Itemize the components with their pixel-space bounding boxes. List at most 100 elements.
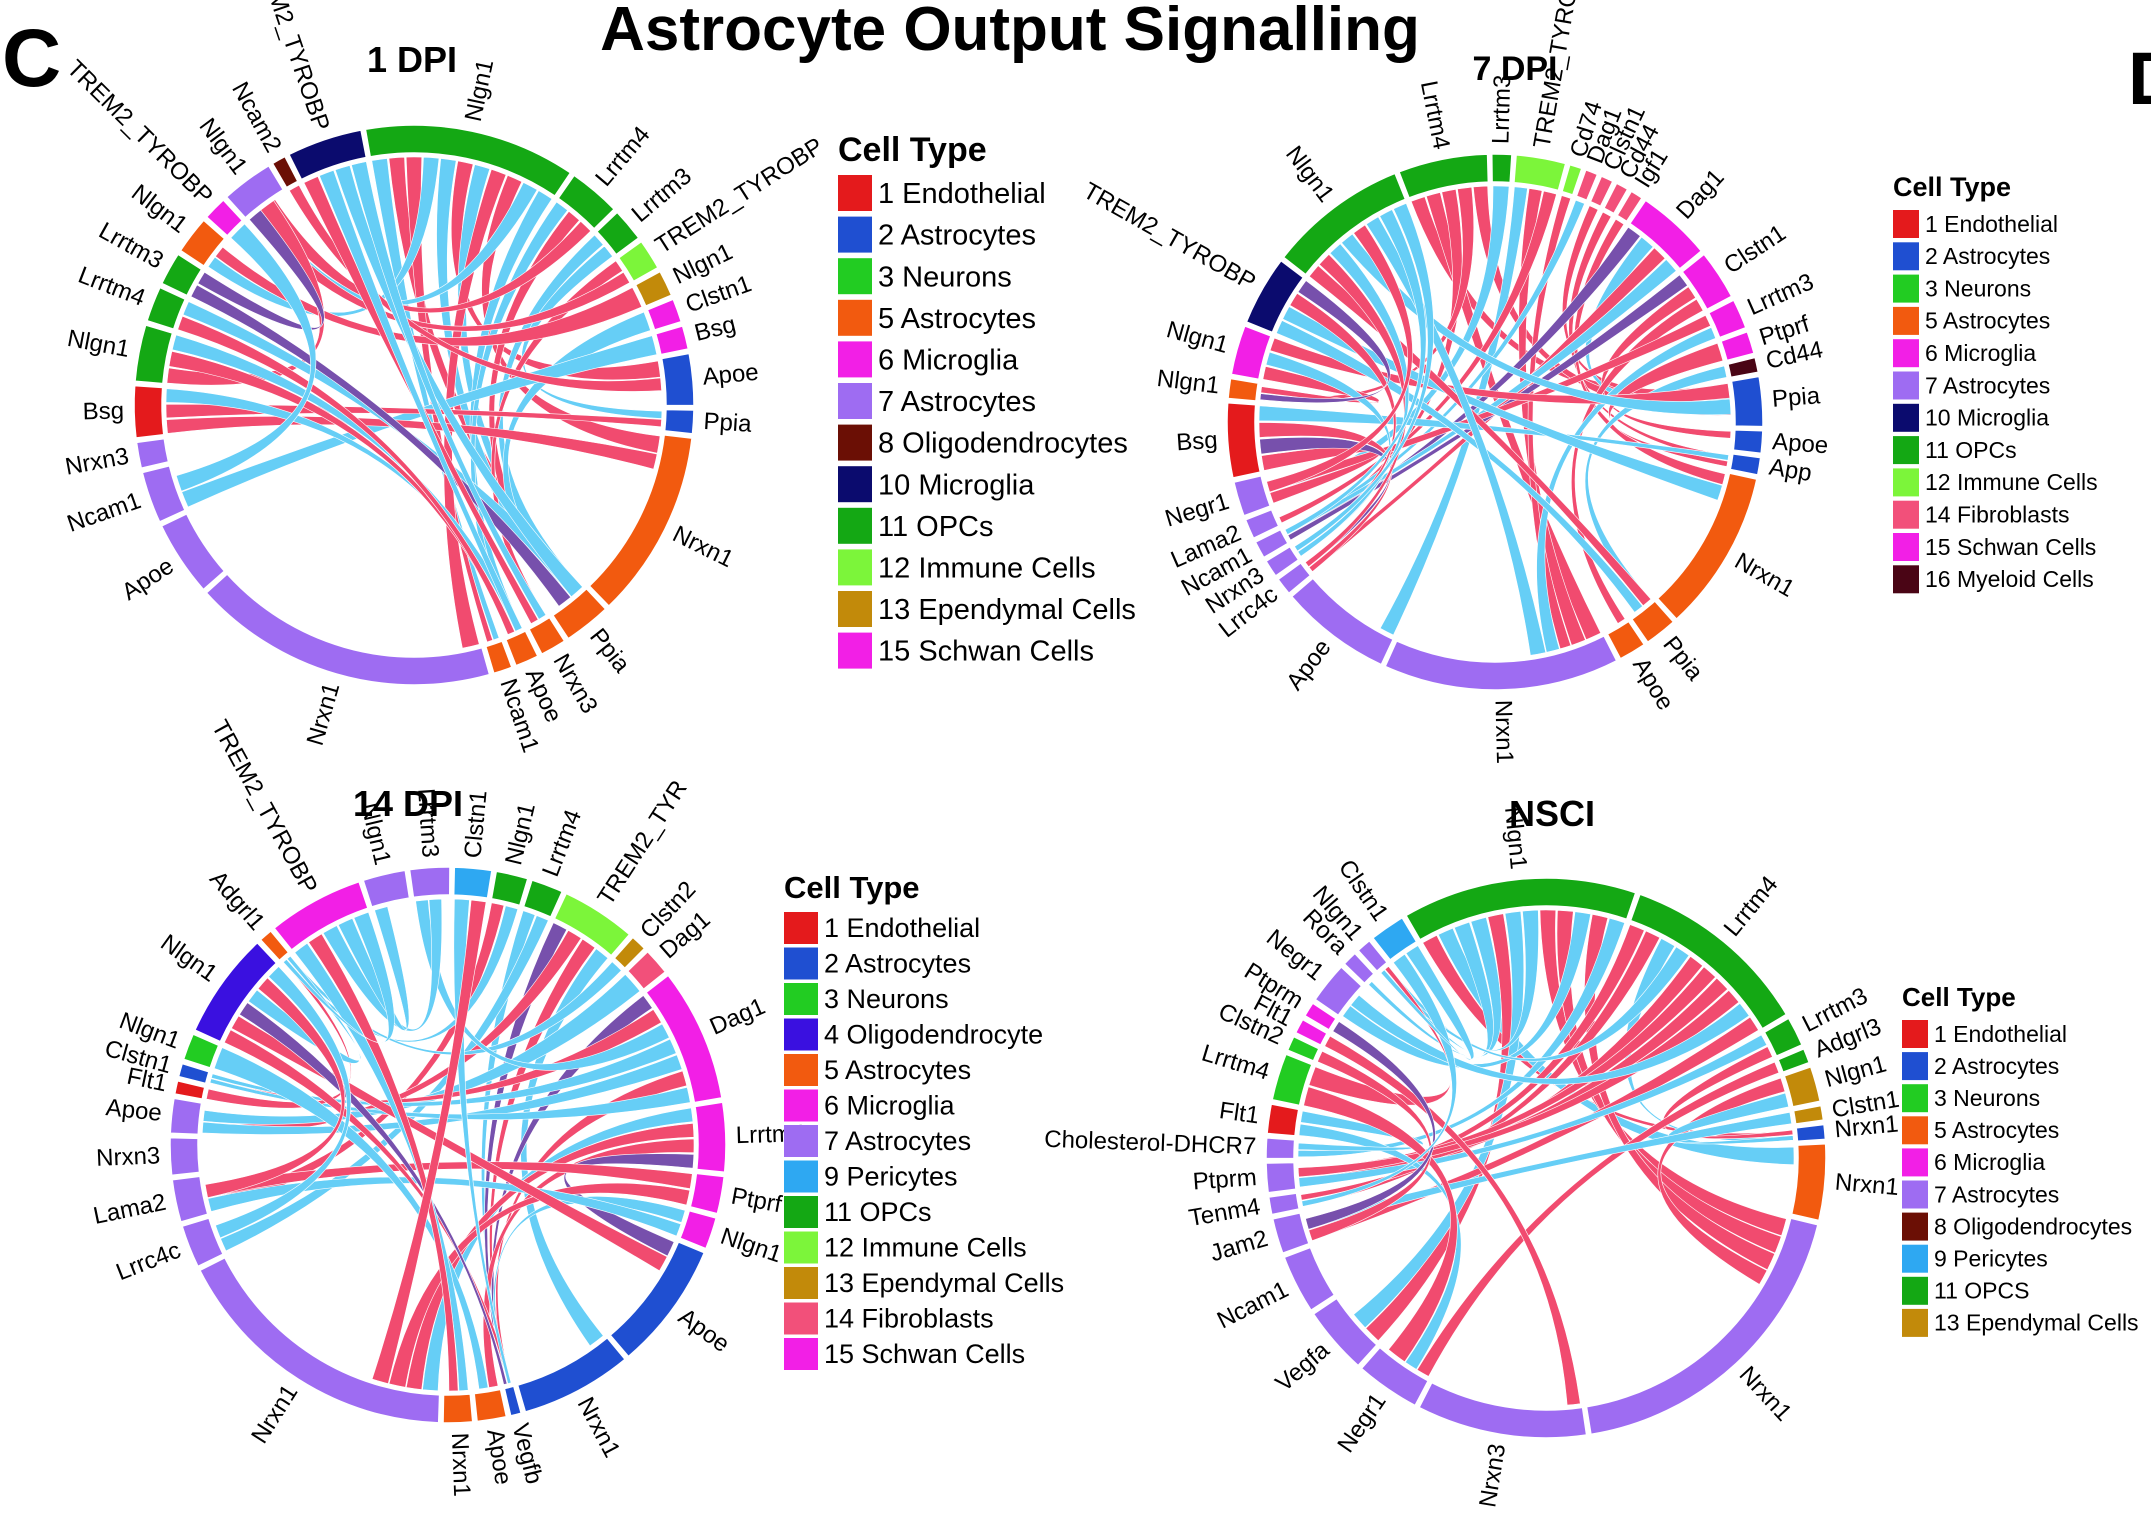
sector-arc [1294, 1018, 1329, 1047]
diagram-title: NSCI [1509, 793, 1595, 834]
legend-swatch [1893, 468, 1919, 497]
sector-arc [1264, 545, 1300, 578]
legend-item: 1 Endothelial [1925, 211, 2058, 237]
sector-arc [1585, 1217, 1819, 1436]
sector-arc [1602, 182, 1629, 215]
chord-ribbon [247, 955, 361, 1064]
legend-item: 11 OPCS [1934, 1278, 2029, 1304]
sector-arc [1232, 474, 1272, 517]
sector-arc [1266, 1103, 1300, 1137]
sector-arc [181, 1217, 225, 1268]
sector-label: Ppia [584, 623, 635, 678]
sector-arc [173, 1079, 206, 1101]
legend-swatch [838, 299, 872, 336]
sector-arc [1777, 1047, 1811, 1074]
diagram-title: 1 DPI [367, 39, 457, 80]
sector-label: Apoe [117, 552, 179, 605]
legend-swatch [838, 549, 872, 586]
sector-arc [626, 950, 667, 991]
legend-item: 1 Endothelial [824, 913, 980, 943]
legend-item: 3 Neurons [878, 261, 1012, 293]
sector-label: App [1767, 454, 1814, 488]
sector-label: Nrxn1 [1734, 1361, 1797, 1426]
legend-swatch [838, 424, 872, 461]
sector-label: Nlgn1 [155, 929, 222, 987]
sector-arc [1254, 528, 1290, 559]
legend-item: 13 Ependymal Cells [1934, 1310, 2139, 1336]
sector-label: Flt1 [1218, 1097, 1261, 1129]
sector-label: Nrxn1 [1834, 1169, 1900, 1201]
legend-item: 12 Immune Cells [824, 1232, 1027, 1262]
chord-ribbon [1284, 209, 1427, 535]
sector-label: Apoe [673, 1303, 734, 1358]
sector-arc [1656, 472, 1758, 621]
sector-arc [522, 879, 564, 919]
sector-label: Ptprm [1192, 1164, 1258, 1195]
chord-ribbons [201, 898, 695, 1392]
chord-ribbon [1258, 422, 1393, 573]
legend-swatch [1893, 339, 1919, 368]
legend-title: Cell Type [838, 131, 987, 169]
sector-label: Ppia [1771, 382, 1822, 413]
chord-ribbon [204, 977, 346, 1199]
legend-title: Cell Type [1893, 172, 2011, 202]
sector-arc [171, 1175, 209, 1223]
sector-label: Nrxn1 [1833, 1110, 1899, 1143]
chord-ribbons [165, 156, 663, 649]
sector-arc [1271, 1211, 1310, 1255]
sector-arc [225, 164, 285, 219]
sector-arc [198, 1256, 441, 1424]
legend-title: Cell Type [1902, 982, 2016, 1012]
sector-arc [1418, 1381, 1588, 1439]
sector-arc [146, 286, 187, 331]
chord-ribbon [220, 915, 549, 1252]
chord-ribbon [1608, 342, 1729, 467]
sector-label: Nrxn3 [96, 1142, 161, 1172]
diagram-title: 14 DPI [353, 783, 463, 824]
sector-arc [1707, 299, 1747, 339]
chord-ribbon [1380, 945, 1475, 1061]
sector-label: Nlgn1 [500, 800, 541, 867]
chord-ribbon [1324, 1035, 1581, 1406]
sector-label: Lrrtm4 [74, 262, 148, 312]
sector-label: Nrxn1 [1730, 548, 1799, 603]
sector-label: Ppia [703, 408, 753, 438]
chord-ribbon [239, 1002, 508, 1385]
legend-item: 10 Microglia [878, 469, 1035, 501]
sector-label: Tenm4 [1187, 1193, 1263, 1232]
sector-arc [516, 1336, 627, 1413]
legend-item: 5 Astrocytes [824, 1055, 971, 1085]
sector-arc [134, 324, 174, 385]
sector-arc [595, 211, 640, 256]
sector-label: Nrxn1 [446, 1432, 475, 1497]
legend-item: 11 OPCs [824, 1197, 932, 1227]
legend-swatch [1902, 1148, 1928, 1177]
sector-arc [644, 974, 723, 1104]
sector-arc [1303, 1002, 1338, 1031]
legend-item: 15 Schwan Cells [1925, 534, 2096, 560]
sector-arc [1271, 1053, 1313, 1107]
legend-item: 3 Neurons [1925, 275, 2031, 301]
chord-ribbon [1571, 298, 1704, 624]
legend-swatch [1902, 1020, 1928, 1048]
sector-label: Lrrtm4 [1199, 1040, 1273, 1086]
legend-swatch [784, 1089, 818, 1122]
chord-ribbon [334, 165, 583, 598]
sector-label: Nrxn3 [63, 443, 131, 481]
sector-arc [1277, 561, 1312, 595]
sector-arc [408, 866, 451, 899]
sector-label: Lrrtm4 [1719, 871, 1784, 942]
chord-ribbon [1303, 1086, 1458, 1363]
sector-label: Nrxn1 [246, 1380, 303, 1448]
legend-swatch [1893, 565, 1919, 594]
legend-title: Cell Type [784, 870, 920, 905]
sector-arc [1732, 429, 1764, 455]
sector-arc [1286, 1035, 1320, 1062]
sector-label: Adgrl1 [204, 866, 270, 936]
sector-arc [1283, 1246, 1336, 1312]
sector-arc [1730, 375, 1764, 428]
chord-ribbon [1536, 327, 1717, 653]
sector-arc [271, 155, 299, 189]
sector-label: Jam2 [1207, 1225, 1271, 1267]
chord-ribbon [190, 284, 572, 607]
